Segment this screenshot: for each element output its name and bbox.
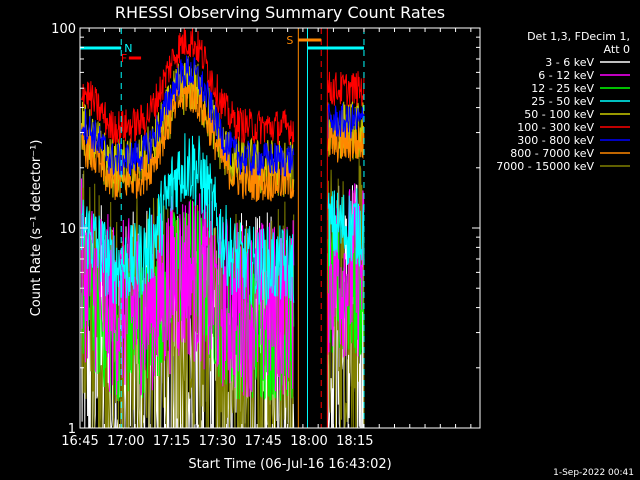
flag-label: F (121, 52, 127, 65)
legend-label: 7000 - 15000 keV (496, 160, 594, 173)
y-axis-label: Count Rate (s⁻¹ detector⁻¹) (29, 140, 44, 317)
y-tick-label: 10 (59, 222, 76, 237)
series-100-300keV (81, 27, 365, 146)
x-axis-label: Start Time (06-Jul-16 16:43:02) (188, 457, 391, 472)
x-tick-label: 16:45 (61, 434, 98, 449)
y-tick-label: 1 (68, 422, 76, 437)
chart-title: RHESSI Observing Summary Count Rates (115, 3, 445, 22)
x-tick-label: 17:30 (199, 434, 236, 449)
plot-content: NF S (79, 27, 365, 430)
x-tick-label: 17:00 (107, 434, 144, 449)
flag-label: N (124, 42, 132, 55)
legend-label: 6 - 12 keV (538, 69, 594, 82)
x-tick-label: 17:15 (153, 434, 190, 449)
series-line (81, 76, 365, 202)
legend-label: 3 - 6 keV (545, 56, 594, 69)
legend-header: Att 0 (604, 43, 630, 56)
legend-label: 25 - 50 keV (531, 95, 594, 108)
x-tick-label: 18:15 (336, 434, 373, 449)
axes: 1 10 100 16:45 17:00 17:15 17:30 17:45 18:00 18:1… (51, 22, 481, 449)
legend-header: Det 1,3, FDecim 1, (527, 30, 630, 43)
y-tick-label: 100 (51, 22, 76, 37)
series-800-7000keV (81, 76, 365, 202)
legend-label: 50 - 100 keV (524, 108, 594, 121)
flag-label: S (286, 34, 293, 47)
series-25-50keV (81, 133, 365, 306)
legend-label: 12 - 25 keV (531, 82, 594, 95)
legend-label: 100 - 300 keV (517, 121, 594, 134)
series-300-800keV (81, 55, 365, 177)
generation-date: 1-Sep-2022 00:41 (553, 468, 634, 478)
series-line (81, 27, 365, 146)
x-tick-label: 18:00 (290, 434, 327, 449)
series-line (81, 133, 365, 306)
x-tick-label: 17:45 (244, 434, 281, 449)
series-line (81, 55, 365, 177)
legend-label: 300 - 800 keV (517, 134, 594, 147)
legend-label: 800 - 7000 keV (510, 147, 594, 160)
